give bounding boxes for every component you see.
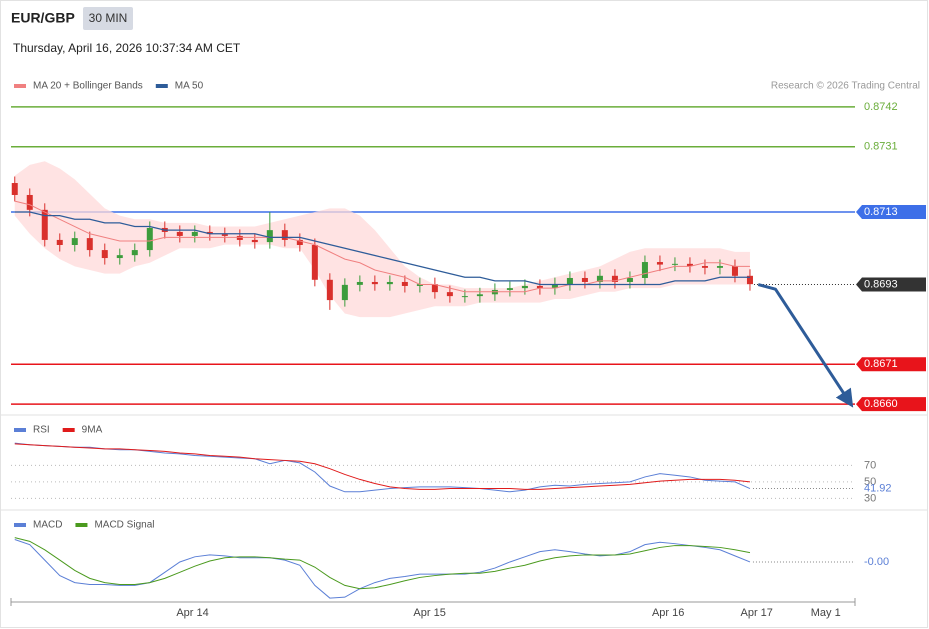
indicator-line bbox=[14, 538, 751, 599]
candle-body bbox=[116, 255, 123, 259]
legend-label: MACD Signal bbox=[94, 520, 154, 531]
candle-body bbox=[731, 266, 738, 276]
x-tick-label: Apr 17 bbox=[741, 607, 773, 619]
candle-body bbox=[656, 262, 663, 265]
level-label: 0.8671 bbox=[864, 358, 898, 370]
candle-body bbox=[341, 284, 348, 301]
candle-body bbox=[71, 238, 78, 245]
legend-label: MA 20 + Bollinger Bands bbox=[33, 81, 143, 92]
candle-body bbox=[626, 277, 633, 282]
candle-body bbox=[206, 231, 213, 235]
moving-average bbox=[14, 200, 750, 293]
bollinger-band bbox=[14, 161, 750, 318]
candle-body bbox=[536, 285, 543, 289]
legend-swatch bbox=[14, 428, 26, 432]
candle-body bbox=[641, 262, 648, 278]
y-tick-label: 30 bbox=[864, 492, 876, 504]
x-tick-label: May 1 bbox=[811, 607, 841, 619]
candle-body bbox=[221, 234, 228, 236]
candle-body bbox=[296, 239, 303, 245]
level-box bbox=[856, 357, 926, 372]
candle-body bbox=[281, 230, 288, 240]
candle-body bbox=[101, 250, 108, 259]
credit: Research © 2026 Trading Central bbox=[771, 81, 920, 92]
candle-body bbox=[596, 275, 603, 282]
legend-swatch bbox=[62, 428, 75, 432]
level-box bbox=[856, 397, 926, 412]
candle-body bbox=[671, 263, 678, 265]
candle-body bbox=[581, 277, 588, 282]
candle-body bbox=[506, 288, 513, 290]
indicator-line bbox=[14, 537, 751, 590]
level-label: 0.8731 bbox=[864, 141, 898, 153]
candle-body bbox=[386, 281, 393, 285]
candle-body bbox=[716, 266, 723, 268]
legend-label: RSI bbox=[33, 425, 50, 436]
legend-swatch bbox=[155, 84, 168, 88]
candle-body bbox=[566, 277, 573, 285]
y-tick-label: 50 bbox=[864, 476, 876, 488]
candle-body bbox=[26, 194, 33, 210]
level-box bbox=[856, 277, 926, 292]
candle-body bbox=[56, 239, 63, 245]
y-tick-label: 70 bbox=[864, 459, 876, 471]
x-tick-label: Apr 14 bbox=[176, 607, 208, 619]
legend-swatch bbox=[14, 523, 26, 527]
candle-body bbox=[446, 292, 453, 297]
chart-title: EUR/GBP bbox=[11, 10, 75, 26]
legend-label: MA 50 bbox=[175, 81, 204, 92]
x-tick-label: Apr 15 bbox=[413, 607, 445, 619]
candle-body bbox=[176, 231, 183, 236]
candle-body bbox=[131, 250, 138, 256]
candle-body bbox=[416, 284, 423, 286]
legend-swatch bbox=[75, 523, 88, 527]
candle-body bbox=[86, 238, 93, 251]
subtitle: Thursday, April 16, 2026 10:37:34 AM CET bbox=[13, 41, 241, 55]
last-value-label: -0.00 bbox=[864, 556, 889, 568]
candle-body bbox=[311, 245, 318, 280]
candle-body bbox=[476, 294, 483, 297]
timeframe-badge bbox=[83, 7, 133, 30]
candle-body bbox=[461, 296, 468, 298]
candle-body bbox=[146, 227, 153, 251]
candle-body bbox=[326, 279, 333, 301]
candle-body bbox=[551, 284, 558, 289]
candle-body bbox=[701, 266, 708, 268]
candle-body bbox=[41, 209, 48, 240]
candle-body bbox=[356, 281, 363, 285]
candle-body bbox=[401, 281, 408, 286]
candle-body bbox=[371, 281, 378, 285]
candle-body bbox=[746, 275, 753, 285]
level-label: 0.8713 bbox=[864, 206, 898, 218]
candle-body bbox=[11, 183, 18, 195]
indicator-line bbox=[14, 443, 751, 490]
candle-body bbox=[611, 275, 618, 282]
level-label: 0.8742 bbox=[864, 101, 898, 113]
x-tick-label: Apr 16 bbox=[652, 607, 684, 619]
candle-body bbox=[686, 263, 693, 267]
level-label: 0.8693 bbox=[864, 278, 898, 290]
candle-body bbox=[521, 285, 528, 289]
candle-body bbox=[191, 231, 198, 236]
legend-label: MACD bbox=[33, 520, 62, 531]
candle-body bbox=[431, 284, 438, 293]
legend-label: 9MA bbox=[82, 425, 103, 436]
level-box bbox=[856, 205, 926, 220]
candle-body bbox=[266, 230, 273, 243]
level-label: 0.8660 bbox=[864, 398, 898, 410]
legend-swatch bbox=[14, 84, 26, 88]
moving-average bbox=[14, 211, 750, 286]
timeframe: 30 MIN bbox=[89, 11, 128, 25]
candle-body bbox=[236, 235, 243, 240]
last-value-label: 41.92 bbox=[864, 482, 892, 494]
forecast-arrow bbox=[757, 283, 854, 408]
candle-body bbox=[251, 239, 258, 243]
